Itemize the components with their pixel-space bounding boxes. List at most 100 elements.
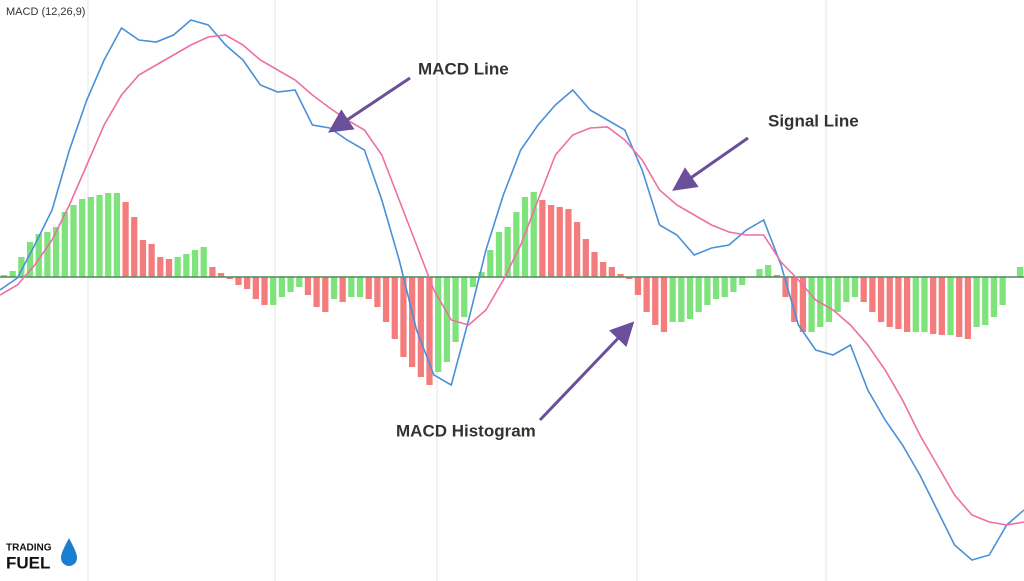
annotation: MACD Line <box>418 59 509 78</box>
chart-title: MACD (12,26,9) <box>6 6 85 18</box>
histogram-bar <box>530 192 537 277</box>
histogram-bar <box>122 202 129 277</box>
histogram-bar <box>495 232 503 277</box>
histogram-bar <box>304 277 312 295</box>
histogram-bar <box>417 277 424 377</box>
histogram-bar <box>252 277 259 299</box>
histogram-bar <box>712 277 720 299</box>
histogram-bar <box>87 197 94 277</box>
histogram-bar <box>356 277 364 297</box>
histogram-bar <box>886 277 893 327</box>
histogram-bar <box>443 277 450 362</box>
histogram-bar <box>469 277 477 287</box>
arrows <box>328 76 749 422</box>
histogram-bar <box>322 277 329 312</box>
histogram-bar <box>35 234 42 277</box>
line-series <box>0 19 1024 561</box>
logo-drop <box>61 538 77 566</box>
histogram-bar <box>738 277 746 285</box>
histogram-bar <box>617 274 624 277</box>
histogram-bar <box>226 277 233 279</box>
histogram-bar <box>0 275 8 277</box>
histogram-bar <box>600 262 607 277</box>
histogram-bar <box>287 277 294 292</box>
histogram-bar <box>964 277 972 339</box>
histogram-bar <box>435 277 442 372</box>
histogram-bar <box>174 257 181 277</box>
histogram-bar <box>139 240 147 277</box>
histogram-bar <box>999 277 1006 305</box>
arrow <box>538 321 635 422</box>
histogram-bar <box>461 277 468 317</box>
histogram-bar <box>808 277 815 332</box>
histogram-bar <box>400 277 407 357</box>
histogram-bar <box>391 277 398 339</box>
histogram-bar <box>157 257 164 277</box>
histogram-bar <box>487 250 494 277</box>
histogram-bar <box>686 277 694 319</box>
histogram-bar <box>921 277 928 332</box>
histogram-bar <box>591 252 598 277</box>
histogram-bar <box>895 277 902 329</box>
histogram-bar <box>452 277 459 342</box>
histogram-bar <box>365 277 372 299</box>
histogram-bar <box>556 207 563 277</box>
histogram-bar <box>521 197 529 277</box>
histogram-bar <box>704 277 711 305</box>
arrow <box>672 136 749 191</box>
histogram-bar <box>261 277 268 305</box>
histogram-bar <box>730 277 737 292</box>
histogram-bar <box>200 247 207 277</box>
histogram-bar <box>270 277 277 305</box>
annotation: MACD Histogram <box>396 421 536 440</box>
histogram-bar <box>330 277 338 299</box>
histogram-bar <box>113 193 121 277</box>
histogram-bar <box>278 277 286 297</box>
histogram-bar <box>539 200 546 277</box>
annotation: Signal Line <box>768 111 859 130</box>
histogram-bar <box>61 212 68 277</box>
histogram-bar <box>825 277 833 322</box>
histogram-bar <box>348 277 355 297</box>
histogram-bar <box>634 277 642 295</box>
histogram-bar <box>52 227 60 277</box>
histogram-bar <box>608 267 615 277</box>
histogram-bar <box>582 239 589 277</box>
histogram-bar <box>678 277 685 322</box>
histogram-bar <box>652 277 659 325</box>
histogram-bar <box>947 277 954 335</box>
histogram-bar <box>930 277 937 334</box>
histogram-bar <box>148 244 155 277</box>
histogram-bar <box>643 277 650 312</box>
histogram-bar <box>912 277 919 332</box>
histogram-bar <box>773 275 780 277</box>
histogram-bar <box>9 271 16 277</box>
histogram-bar <box>669 277 676 322</box>
histogram-bar <box>96 195 103 277</box>
histogram <box>0 192 1024 385</box>
histogram-bar <box>834 277 841 312</box>
histogram-bar <box>565 209 572 277</box>
histogram-bar <box>504 227 511 277</box>
histogram-bar <box>165 259 173 277</box>
histogram-bar <box>869 277 876 312</box>
histogram-bar <box>574 222 581 277</box>
histogram-bar <box>183 254 190 277</box>
histogram-bar <box>721 277 728 297</box>
histogram-bar <box>843 277 850 302</box>
histogram-bar <box>244 277 251 289</box>
histogram-bar <box>70 205 77 277</box>
lines <box>0 19 1024 561</box>
histogram-bar <box>26 242 34 277</box>
histogram-bar <box>660 277 668 332</box>
histogram-bar <box>851 277 859 297</box>
histogram-bar <box>131 217 138 277</box>
histogram-bar <box>209 267 216 277</box>
logo: TRADING FUEL <box>6 538 77 572</box>
histogram-bar <box>18 257 25 277</box>
histogram-bar <box>105 193 112 277</box>
histogram-bar <box>235 277 242 285</box>
histogram-bar <box>513 212 520 277</box>
logo-text: FUEL <box>6 553 50 572</box>
